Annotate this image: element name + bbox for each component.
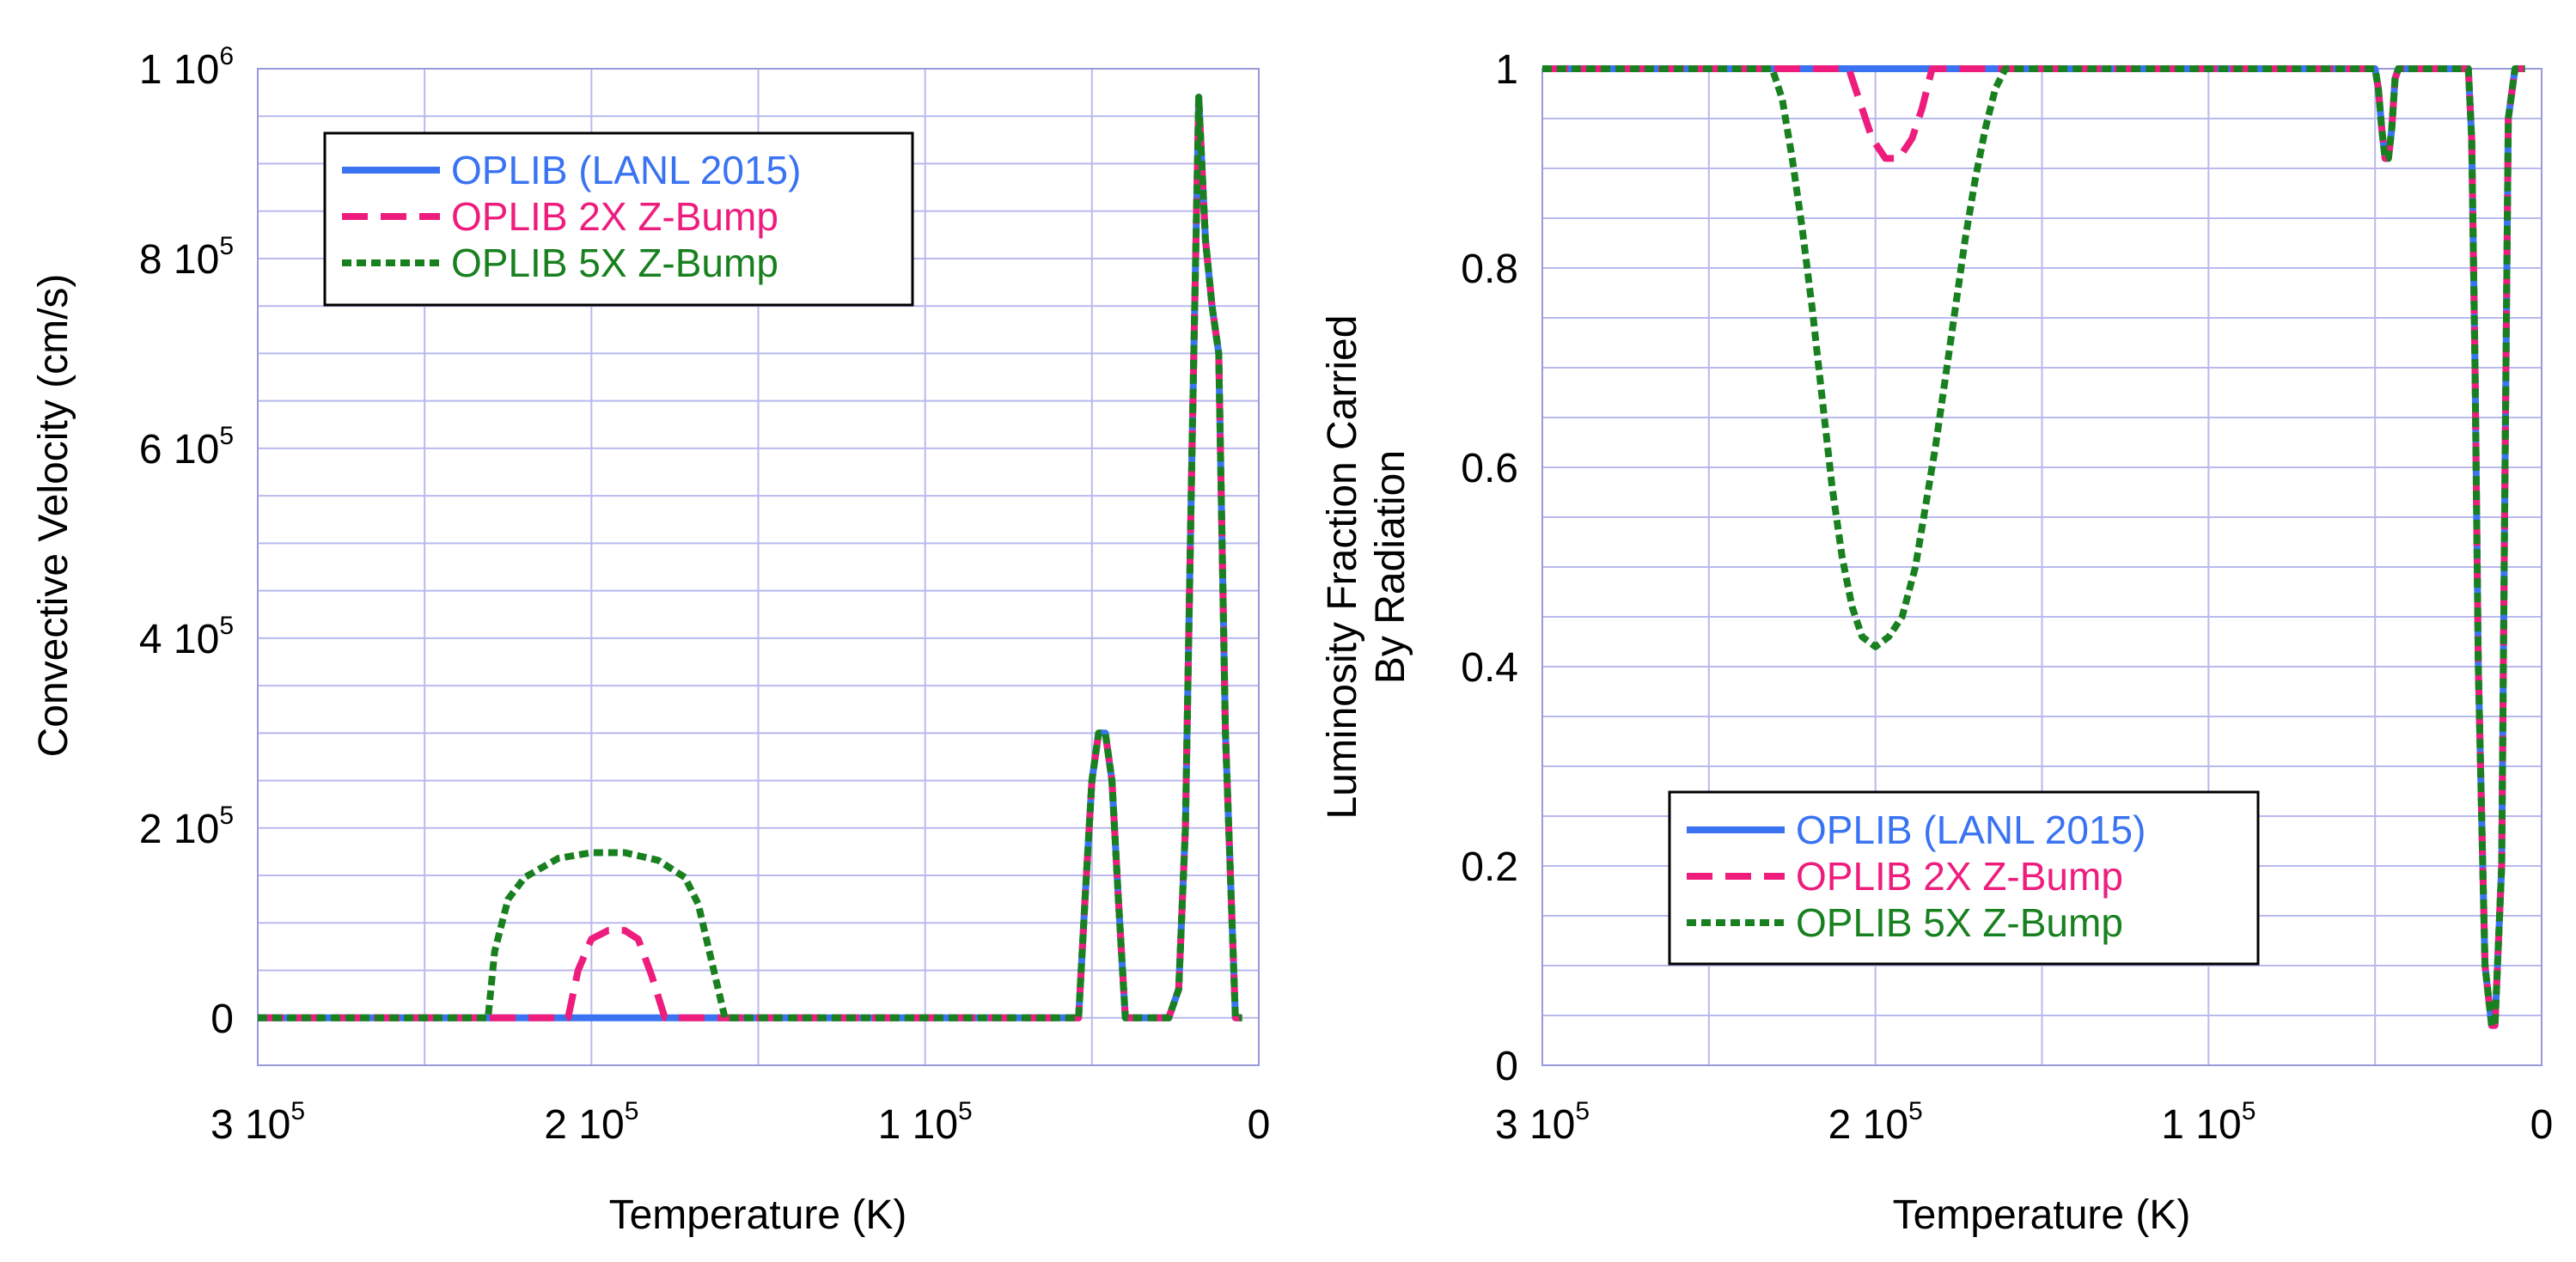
plot-frame [257,68,1260,1066]
series-lines [258,94,1242,1021]
y-tick-label: 8 105 [139,232,234,283]
x-tick-label: 2 105 [544,1097,638,1148]
y-tick-labels: 0 2 105 4 105 6 105 8 105 1 106 [139,42,234,1042]
legend-label-oplib: OPLIB (LANL 2015) [451,148,801,192]
y-axis-title: Luminosity Fraction Carried [1320,315,1365,820]
series-lines [1542,65,2525,1029]
legend-label-oplib-5x: OPLIB 5X Z-Bump [1796,900,2123,945]
y-tick-labels: 0 0.2 0.4 0.6 0.8 1 [1461,47,1518,1089]
legend-label-oplib-2x: OPLIB 2X Z-Bump [451,194,778,239]
x-tick-labels: 3 105 2 105 1 105 0 [211,1097,1270,1148]
x-axis-title: Temperature (K) [609,1192,907,1238]
y-axis-title: Convective Velocity (cm/s) [31,274,76,758]
series-line-oplib-5x-z-bump [258,94,1242,1021]
x-axis-title: Temperature (K) [1893,1192,2191,1238]
x-tick-label: 3 105 [1495,1097,1590,1148]
y-tick-label: 1 [1495,47,1518,93]
y-tick-label: 1 106 [139,42,234,93]
y-tick-label: 0.2 [1461,844,1518,890]
y-tick-label: 4 105 [139,612,234,662]
x-tick-label: 0 [2530,1102,2554,1148]
y-tick-label: 0.6 [1461,446,1518,491]
legend: OPLIB (LANL 2015) OPLIB 2X Z-Bump OPLIB … [1668,790,2260,966]
legend-label-oplib-5x: OPLIB 5X Z-Bump [451,241,778,285]
series-line-oplib-5x-z-bump [1542,65,2525,1029]
legend-label-oplib: OPLIB (LANL 2015) [1796,808,2146,852]
x-tick-label: 3 105 [211,1097,305,1148]
x-tick-label: 1 105 [2161,1097,2256,1148]
x-tick-label: 1 105 [878,1097,973,1148]
y-tick-label: 6 105 [139,422,234,472]
x-tick-label: 0 [1248,1102,1271,1148]
legend: OPLIB (LANL 2015) OPLIB 2X Z-Bump OPLIB … [323,131,914,307]
x-tick-labels: 3 105 2 105 1 105 0 [1495,1097,2553,1148]
legend-label-oplib-2x: OPLIB 2X Z-Bump [1796,854,2123,899]
y-tick-label: 0.8 [1461,247,1518,292]
luminosity-fraction-chart: 0 0.2 0.4 0.6 0.8 1 3 105 2 105 1 105 0 Temperat… [1320,47,2553,1238]
x-tick-label: 2 105 [1828,1097,1923,1148]
y-tick-label: 0.4 [1461,645,1518,691]
convective-velocity-chart: 0 2 105 4 105 6 105 8 105 1 106 3 105 2 105 1 1… [31,42,1270,1238]
y-tick-label: 0 [1495,1044,1518,1089]
y-axis-title-line-2: By Radiation [1368,450,1413,684]
y-tick-label: 2 105 [139,802,234,852]
y-tick-label: 0 [211,997,234,1042]
